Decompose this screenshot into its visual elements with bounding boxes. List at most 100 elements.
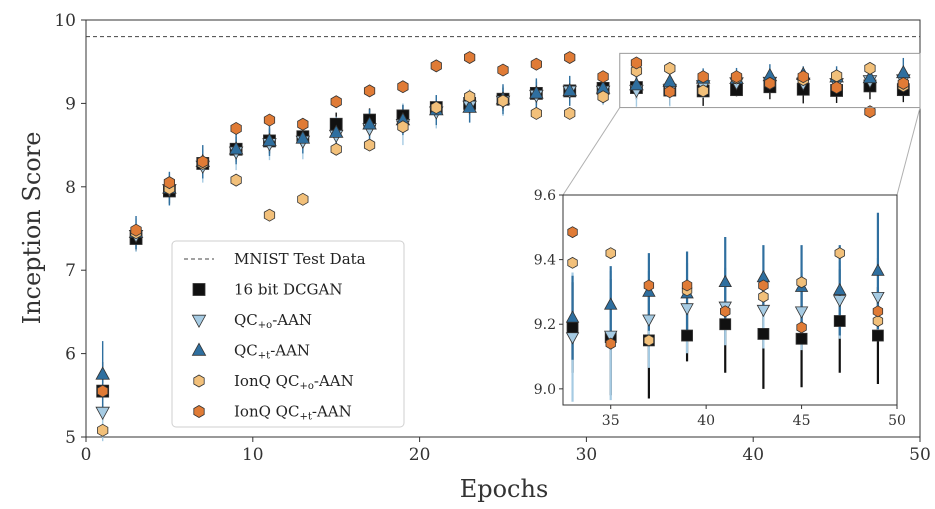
ionq-qc-t-aan-point bbox=[864, 105, 876, 119]
legend-label: MNIST Test Data bbox=[234, 250, 366, 268]
ionq-qc-t-aan-point bbox=[430, 59, 442, 73]
qc-t-aan-point bbox=[262, 132, 277, 147]
ionq-qc-t-aan-point bbox=[897, 76, 909, 90]
ionq-qc-t-aan-point bbox=[363, 84, 376, 98]
ionq-qc-t-aan-point bbox=[263, 113, 276, 127]
legend-swatch-16-bit-dcgan bbox=[192, 283, 206, 296]
ionq-qc-t-aan-point bbox=[230, 121, 242, 135]
ionq-qc-t-aan-point bbox=[530, 57, 542, 71]
y-tick-label: 7 bbox=[65, 261, 76, 281]
inset-qc-o-aan-point bbox=[833, 295, 847, 308]
zoom-connector-line bbox=[562, 107, 621, 196]
ionq-qc-o-aan-point bbox=[664, 61, 676, 75]
x-tick-label: 30 bbox=[576, 445, 598, 465]
qc-t-aan-point bbox=[295, 130, 311, 144]
ionq-qc-o-aan-point bbox=[597, 90, 609, 104]
inset-ionq-qc-t-aan-point bbox=[605, 337, 616, 350]
qc-t-aan-point bbox=[862, 69, 878, 84]
inset-16-bit-dcgan-point bbox=[872, 329, 884, 342]
inset-axes-frame bbox=[562, 194, 898, 406]
inset-qc-t-aan-point bbox=[871, 263, 885, 276]
qc-t-aan-point bbox=[662, 73, 678, 87]
x-tick-label: 10 bbox=[242, 445, 264, 465]
ionq-qc-t-aan-point bbox=[630, 56, 643, 70]
inset-data bbox=[565, 212, 885, 402]
x-tick-label: 50 bbox=[909, 445, 931, 465]
ionq-qc-t-aan-point bbox=[764, 76, 776, 90]
inset-x-tick-label: 50 bbox=[888, 413, 906, 429]
y-tick-label: 5 bbox=[65, 428, 76, 448]
main-axes-frame bbox=[85, 19, 921, 438]
inset-16-bit-dcgan-point bbox=[681, 329, 693, 342]
legend-swatch-ionq-qc-t-aan bbox=[193, 405, 205, 418]
ionq-qc-t-aan-point bbox=[831, 81, 843, 95]
inset-qc-o-aan-point bbox=[565, 332, 580, 345]
ionq-qc-t-aan-point bbox=[163, 176, 176, 190]
qc-t-aan-point bbox=[896, 64, 911, 79]
y-tick-label: 6 bbox=[65, 345, 76, 365]
qc-t-aan-point bbox=[362, 116, 377, 130]
legend-box bbox=[171, 240, 405, 428]
legend: MNIST Test Data 16 bit DCGAN QC+o-AAN QC+t-… bbox=[171, 240, 405, 428]
ionq-qc-t-aan-point bbox=[397, 80, 409, 94]
qc-t-aan-point bbox=[228, 141, 244, 155]
inset-16-bit-dcgan-point bbox=[757, 328, 770, 340]
ionq-qc-o-aan-point bbox=[297, 192, 309, 206]
inset-16-bit-dcgan-point bbox=[566, 321, 579, 334]
ionq-qc-o-aan-point bbox=[330, 142, 342, 156]
inset-x-tick-label: 40 bbox=[697, 413, 715, 429]
qc-t-aan-point bbox=[462, 99, 477, 113]
legend-label: QC+o-AAN bbox=[234, 311, 312, 331]
legend-label: IonQ QC+o-AAN bbox=[234, 372, 354, 392]
qc-t-aan-point bbox=[529, 85, 544, 99]
inset-y-tick-label: 9.4 bbox=[534, 253, 556, 269]
inset-qc-o-aan-point bbox=[680, 303, 694, 316]
ionq-qc-t-aan-point bbox=[697, 70, 709, 84]
inset-qc-o-aan-point bbox=[794, 306, 809, 319]
inset-ionq-qc-o-aan-point bbox=[605, 247, 616, 260]
ionq-qc-o-aan-point bbox=[464, 90, 476, 104]
inset-ionq-qc-o-aan-point bbox=[796, 276, 807, 289]
inset-ionq-qc-o-aan-point bbox=[567, 256, 578, 269]
y-axis-title: Inception Score bbox=[18, 132, 46, 325]
ionq-qc-o-aan-point bbox=[564, 106, 576, 120]
ionq-qc-t-aan-point bbox=[97, 384, 109, 398]
y-tick-label: 8 bbox=[65, 178, 76, 198]
ionq-qc-o-aan-point bbox=[97, 423, 109, 437]
ionq-qc-o-aan-point bbox=[263, 208, 276, 222]
ionq-qc-t-aan-point bbox=[197, 155, 209, 169]
qc-t-aan-point bbox=[328, 124, 344, 138]
ionq-qc-o-aan-point bbox=[363, 138, 376, 152]
inset-qc-t-aan-point bbox=[718, 274, 732, 288]
qc-t-aan-point bbox=[95, 366, 110, 380]
ionq-qc-o-aan-point bbox=[831, 69, 843, 83]
inset-16-bit-dcgan-point bbox=[719, 318, 732, 331]
inset-ionq-qc-t-aan-point bbox=[720, 305, 731, 318]
inset-qc-o-aan-point bbox=[756, 304, 771, 318]
qc-o-aan-point bbox=[95, 406, 110, 421]
inset-qc-o-aan-point bbox=[603, 330, 618, 343]
ionq-qc-o-aan-point bbox=[430, 101, 442, 115]
y-tick-label: 10 bbox=[54, 11, 76, 31]
x-tick-label: 0 bbox=[81, 445, 92, 465]
ionq-qc-t-aan-point bbox=[464, 51, 476, 64]
x-tick-label: 40 bbox=[742, 445, 764, 465]
inset-ionq-qc-o-aan-point bbox=[643, 334, 655, 347]
inset-qc-o-aan-point bbox=[642, 314, 656, 327]
ionq-qc-o-aan-point bbox=[497, 94, 509, 108]
inset-x-tick-label: 45 bbox=[793, 413, 811, 429]
ionq-qc-t-aan-point bbox=[330, 95, 342, 109]
legend-label: IonQ QC+t-AAN bbox=[234, 403, 352, 423]
qc-t-aan-point bbox=[629, 77, 644, 91]
ionq-qc-t-aan-point bbox=[664, 85, 676, 99]
inset-plot: 35 40 45 50 9.0 9.2 9.4 9.6 bbox=[534, 107, 921, 429]
ionq-qc-t-aan-point bbox=[564, 51, 576, 64]
inset-ionq-qc-o-aan-point bbox=[872, 315, 884, 327]
ionq-qc-t-aan-point bbox=[797, 70, 809, 84]
legend-swatch-ionq-qc-o-aan bbox=[193, 374, 205, 388]
ionq-qc-o-aan-point bbox=[230, 173, 242, 187]
ionq-qc-t-aan-point bbox=[597, 70, 609, 84]
inset-ionq-qc-t-aan-point bbox=[758, 279, 769, 292]
inset-x-tick-label: 35 bbox=[602, 413, 620, 429]
